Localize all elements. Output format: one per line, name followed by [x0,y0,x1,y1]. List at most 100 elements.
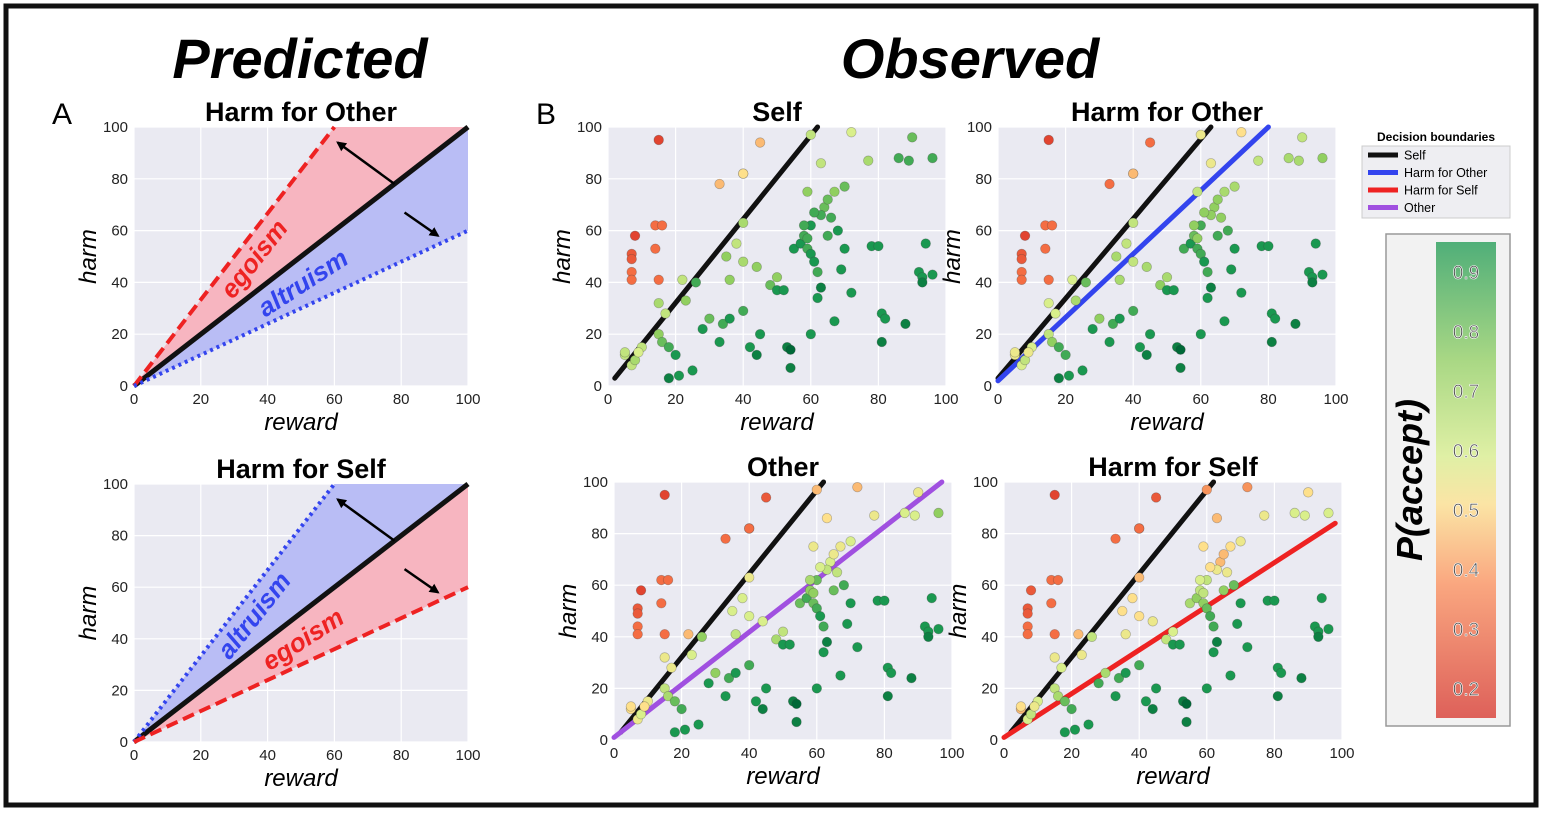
y-tick-label: 20 [111,326,128,343]
data-point [1128,305,1139,317]
data-point [1069,724,1081,735]
data-point [1063,370,1075,381]
data-point [754,329,766,340]
data-point [1276,667,1287,679]
colorbar-tick-label: 0.7 [1453,382,1479,403]
data-point [656,336,668,348]
data-point [714,178,725,190]
data-point [626,274,637,285]
y-tick-label: 40 [111,274,128,291]
data-point [690,277,702,288]
x-tick-label: 60 [326,391,343,408]
colorbar-label: P(accept) [1389,399,1430,561]
data-point [662,574,674,586]
data-point [1188,220,1200,231]
data-point [1242,641,1253,653]
data-point [1263,240,1274,252]
data-point [835,541,846,552]
y-tick-label: 80 [111,528,128,545]
data-point [1313,631,1324,642]
data-point [846,127,857,138]
data-point [1270,313,1281,324]
colorbar: P(accept) 0.9 0.8 0.7 0.6 0.5 0.4 0.3 0.2 [1385,233,1511,727]
y-tick-label: 60 [975,223,992,240]
data-point [1059,696,1070,707]
data-point [1272,690,1283,702]
data-point [1198,541,1209,552]
y-tick-label: 40 [585,274,602,291]
data-point [653,134,664,146]
data-point [1212,194,1223,205]
data-point [687,365,698,376]
data-point [632,608,643,619]
y-axis-label: harm [555,584,582,639]
boundary-self [612,124,821,381]
chart-5: 00 20 20 40 40 60 60 80 80 100 100 Other reward harm [555,452,965,790]
data-point [1316,592,1327,604]
data-point [880,313,891,324]
boundary-self [618,479,827,735]
data-point [635,585,647,596]
data-point [1083,719,1094,730]
data-point [1236,127,1247,138]
x-tick-label: 40 [735,391,752,408]
chart-2: altruismegoism002020404060608080100100Ha… [75,454,481,792]
data-point [632,629,643,640]
data-point [730,629,741,640]
data-point [1201,484,1212,495]
data-point [1087,323,1098,335]
data-point [1104,336,1115,348]
data-point [625,701,637,712]
plot-area [614,482,952,740]
data-point [1114,313,1125,324]
data-point [839,181,850,192]
data-point [676,703,687,715]
y-axis-label: harm [549,229,576,284]
data-point [1043,297,1054,309]
data-point [730,667,741,679]
data-point [1155,279,1166,291]
arrow-down [403,211,440,237]
data-point [1211,512,1223,524]
data-point [839,243,850,254]
data-point [660,308,671,319]
data-point [1307,277,1318,288]
data-point [1016,274,1027,285]
data-point [1195,129,1206,140]
x-axis-label: reward [746,763,820,790]
data-point [662,690,674,702]
y-axis-label: harm [75,586,102,641]
data-point [1317,152,1328,164]
data-point [1134,523,1145,534]
data-point [1198,587,1209,599]
data-point [1040,243,1051,254]
data-point [811,484,822,495]
legend-label: Harm for Self [1404,184,1478,198]
x-tick-label: 100 [933,391,958,408]
data-point [1219,316,1230,327]
y-tick-label: 0 [594,378,602,395]
data-point [808,587,819,599]
colorbar-tick-label: 0.5 [1453,501,1479,522]
data-point [1025,585,1037,596]
data-point [815,561,826,573]
data-point [1022,608,1033,619]
data-point [1052,574,1064,586]
data-point [1293,155,1304,166]
x-tick-label: 80 [1266,745,1283,762]
panel-letter-a: A [52,98,72,131]
data-point [1201,683,1212,694]
chart-title: Self [752,97,803,127]
x-tick-label: 20 [667,391,684,408]
data-point [1215,212,1227,223]
data-point [693,719,704,730]
boundary-line-dashed [133,585,469,744]
data-point [751,261,762,273]
y-axis-label: harm [75,229,102,284]
x-tick-label: 80 [393,747,410,764]
data-point [1110,533,1121,544]
data-point [656,598,667,609]
y-tick-label: 0 [990,732,998,749]
data-point [1202,266,1213,278]
x-tick-label: 80 [870,391,887,408]
